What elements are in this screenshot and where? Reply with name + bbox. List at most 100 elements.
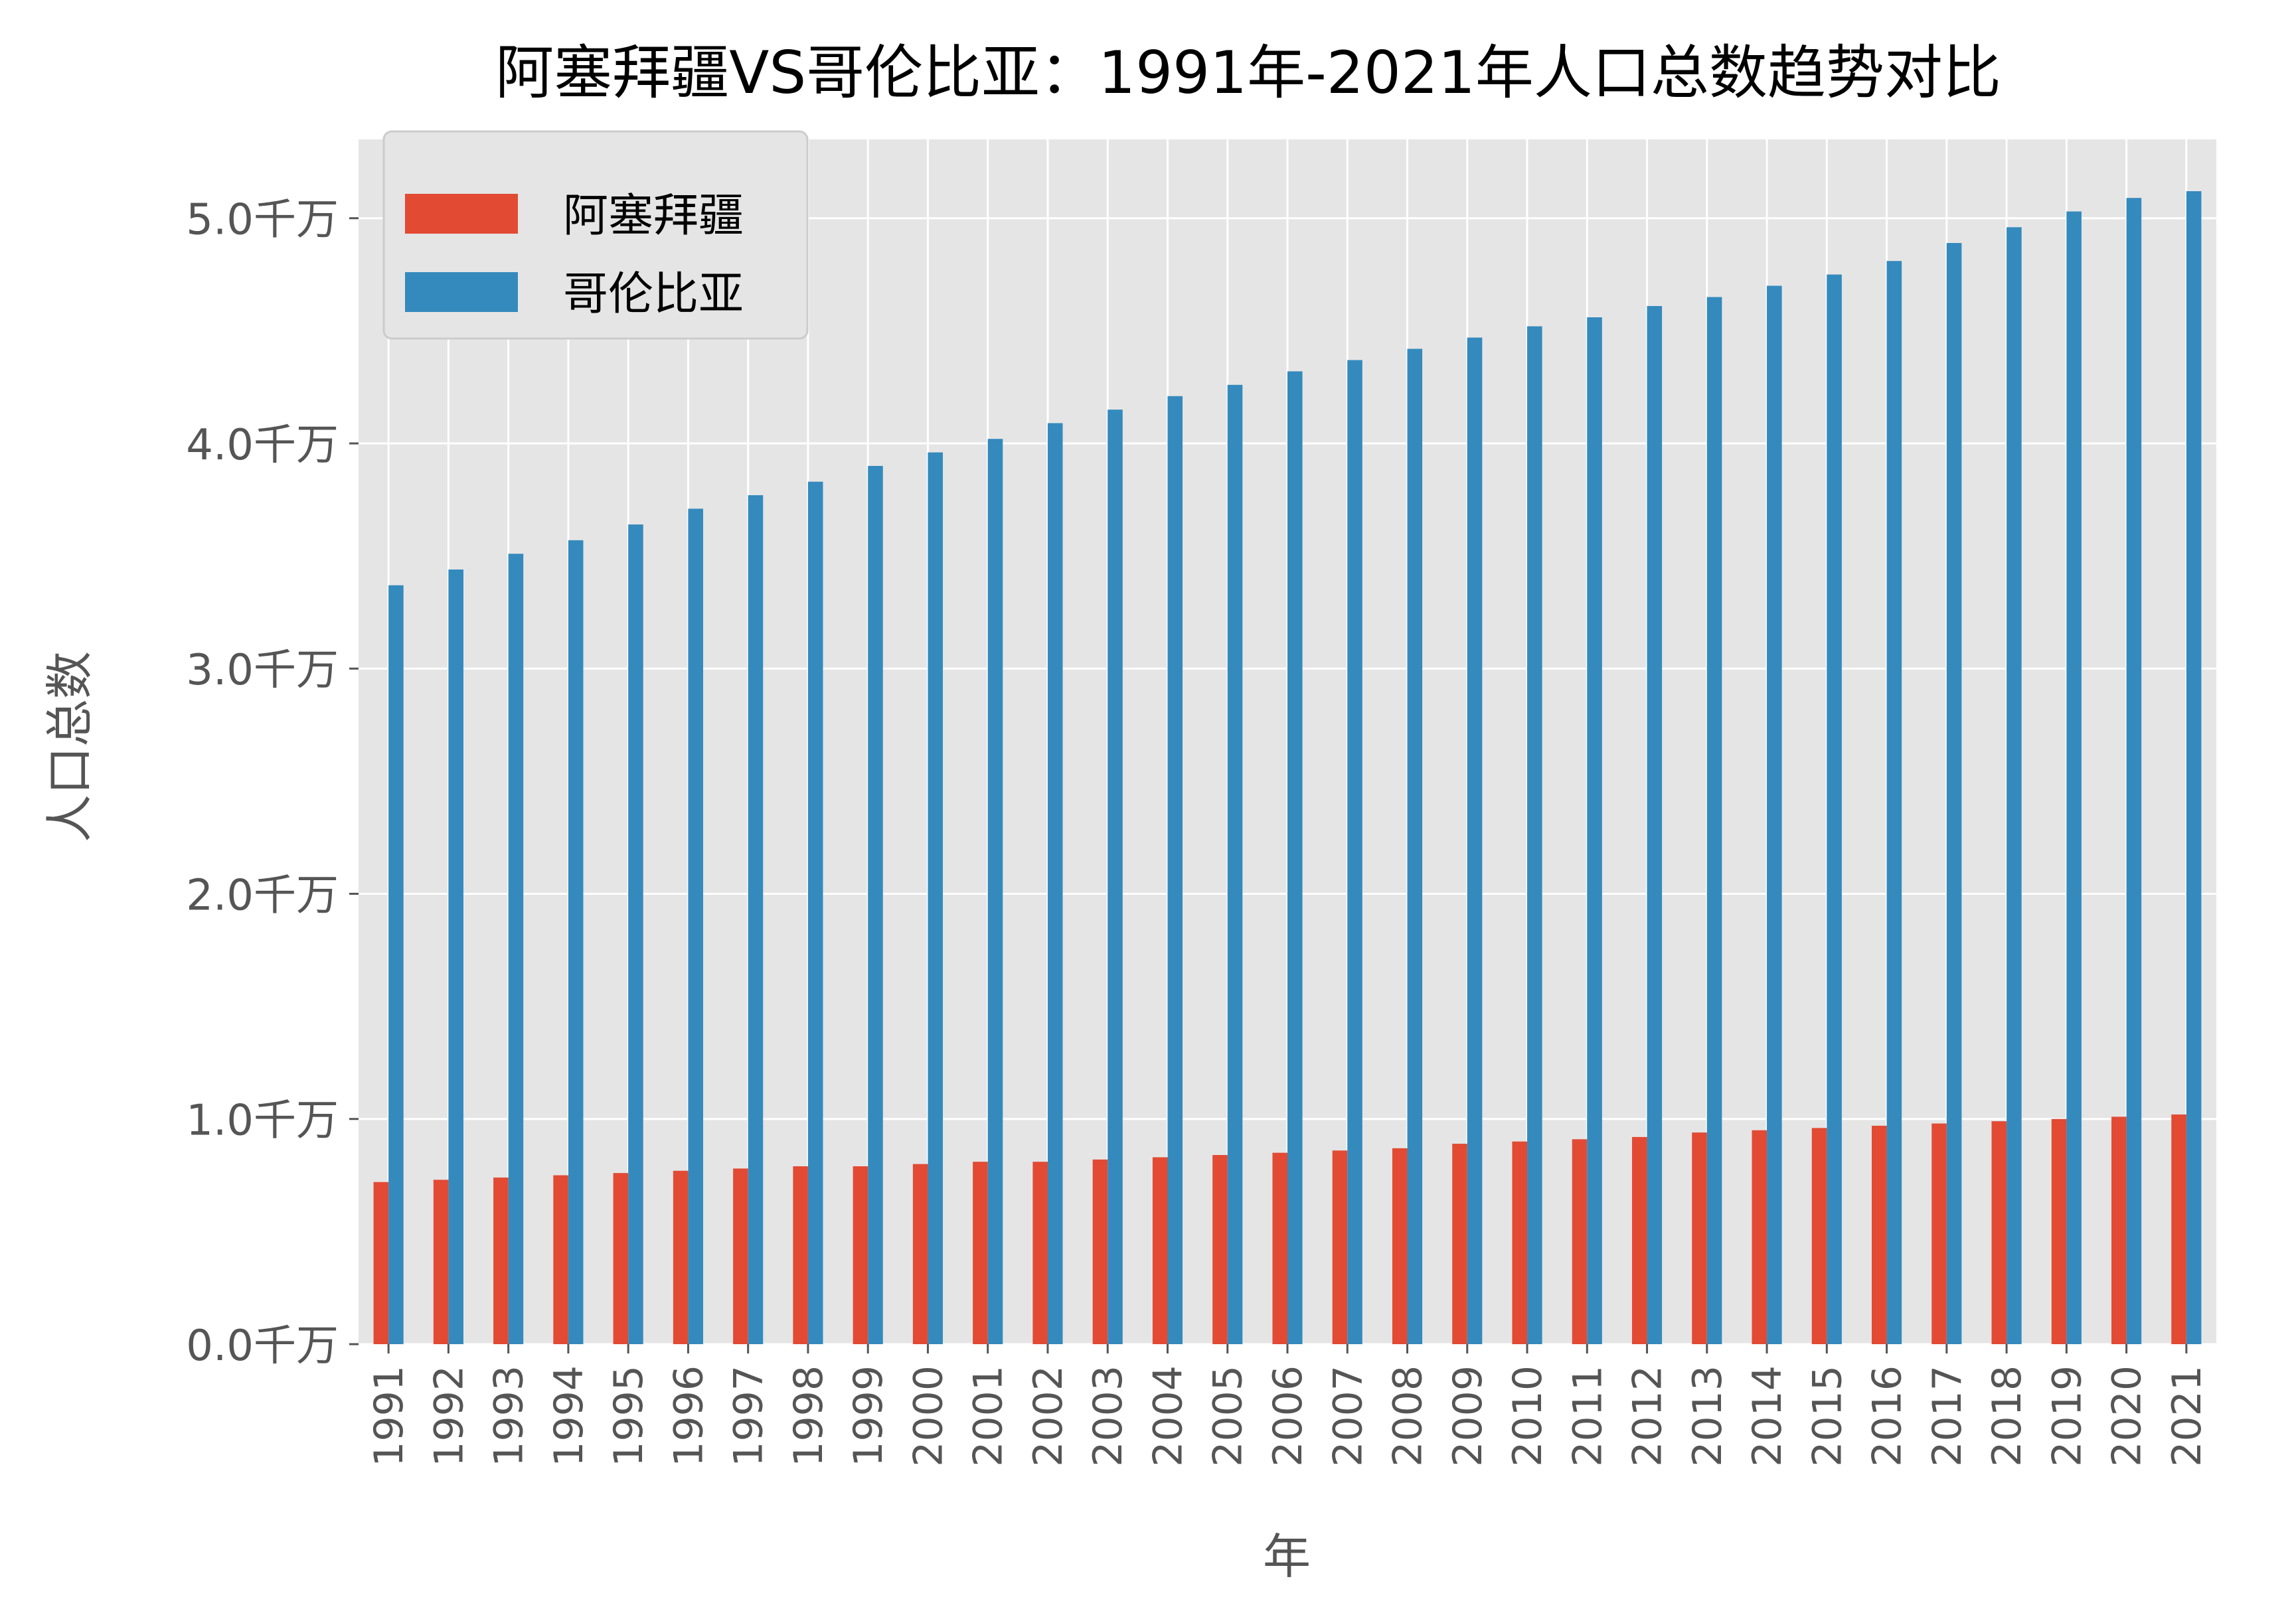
bar-colombia-2010: [1527, 326, 1542, 1344]
x-tick-label: 2017: [1924, 1365, 1971, 1467]
bar-azerbaijan-2014: [1752, 1130, 1767, 1344]
x-tick-label: 2003: [1085, 1365, 1131, 1467]
bar-azerbaijan-2020: [2111, 1116, 2127, 1344]
bar-colombia-2012: [1647, 306, 1663, 1344]
bar-colombia-2019: [2066, 211, 2082, 1344]
x-tick-label: 2016: [1864, 1365, 1911, 1467]
x-tick-label: 2020: [2104, 1365, 2151, 1467]
legend-swatch-colombia: [405, 272, 518, 312]
bar-azerbaijan-2012: [1631, 1136, 1647, 1344]
y-tick-label: 4.0千万: [186, 421, 339, 470]
bar-azerbaijan-2017: [1931, 1123, 1947, 1344]
x-tick-label: 2013: [1684, 1365, 1731, 1467]
bar-colombia-2009: [1467, 337, 1483, 1345]
x-tick-label: 2005: [1205, 1365, 1252, 1467]
bar-azerbaijan-2003: [1092, 1159, 1108, 1344]
bar-azerbaijan-2015: [1811, 1128, 1827, 1344]
bar-colombia-1996: [688, 508, 703, 1345]
x-tick-label: 2002: [1025, 1365, 1072, 1467]
x-tick-label: 2018: [1984, 1365, 2030, 1467]
bar-colombia-1999: [868, 465, 883, 1344]
x-tick-label: 2012: [1625, 1365, 1671, 1467]
bar-colombia-1997: [748, 495, 764, 1344]
bar-azerbaijan-1996: [673, 1170, 689, 1344]
x-tick-label: 2006: [1265, 1365, 1311, 1467]
x-tick-label: 1991: [366, 1365, 412, 1467]
bar-azerbaijan-1999: [853, 1166, 868, 1344]
y-tick-label: 3.0千万: [186, 646, 339, 695]
bar-colombia-2013: [1706, 297, 1722, 1345]
bar-azerbaijan-2016: [1872, 1125, 1887, 1344]
bar-colombia-2003: [1107, 410, 1123, 1344]
x-tick-label: 2014: [1744, 1365, 1791, 1467]
bar-azerbaijan-1992: [433, 1180, 449, 1344]
legend-label-colombia: 哥伦比亚: [563, 268, 744, 321]
x-tick-label: 1998: [785, 1365, 832, 1467]
x-tick-label: 1995: [606, 1365, 652, 1467]
x-axis-label: 年: [1263, 1529, 1311, 1584]
bar-azerbaijan-2005: [1212, 1155, 1228, 1344]
x-tick-label: 2019: [2044, 1365, 2090, 1467]
bar-colombia-2002: [1047, 423, 1063, 1344]
x-tick-label: 1994: [546, 1365, 592, 1467]
bar-colombia-1992: [448, 569, 463, 1345]
bar-azerbaijan-1997: [733, 1168, 748, 1344]
bars: [373, 191, 2202, 1345]
bar-colombia-2021: [2186, 191, 2202, 1344]
bar-azerbaijan-2000: [912, 1164, 928, 1344]
bar-azerbaijan-2002: [1032, 1162, 1048, 1344]
bar-colombia-2015: [1827, 274, 1842, 1344]
y-tick-label: 5.0千万: [186, 196, 339, 245]
bar-azerbaijan-2008: [1392, 1148, 1408, 1344]
bar-colombia-1991: [388, 585, 404, 1344]
x-tick-label: 1992: [426, 1365, 472, 1467]
bar-colombia-2017: [1946, 243, 1962, 1345]
x-tick-label: 2008: [1385, 1365, 1432, 1467]
x-tick-label: 2004: [1145, 1365, 1191, 1467]
legend-swatch-azerbaijan: [405, 194, 518, 234]
bar-colombia-1998: [807, 481, 823, 1344]
x-tick-label: 1996: [665, 1365, 712, 1467]
x-tick-label: 2001: [965, 1365, 1012, 1467]
bar-colombia-1994: [568, 540, 584, 1344]
bar-colombia-2016: [1886, 261, 1902, 1344]
bar-azerbaijan-2013: [1692, 1132, 1707, 1344]
bar-azerbaijan-2004: [1152, 1157, 1168, 1344]
bar-colombia-2000: [928, 452, 943, 1344]
bar-colombia-2008: [1407, 348, 1423, 1345]
x-tick-label: 2000: [905, 1365, 951, 1467]
bar-azerbaijan-2018: [1991, 1121, 2007, 1344]
bar-azerbaijan-2010: [1512, 1141, 1528, 1344]
bar-azerbaijan-2001: [973, 1162, 988, 1344]
bar-colombia-2005: [1227, 384, 1243, 1344]
bar-azerbaijan-2006: [1272, 1152, 1287, 1344]
x-tick-label: 2009: [1445, 1365, 1491, 1467]
bar-colombia-2011: [1587, 317, 1602, 1345]
x-tick-label: 2011: [1564, 1365, 1611, 1467]
bar-colombia-2007: [1347, 360, 1362, 1344]
x-tick-label: 1997: [726, 1365, 772, 1467]
x-tick-label: 2010: [1505, 1365, 1551, 1467]
bar-colombia-2014: [1767, 285, 1782, 1344]
x-tick-label: 1999: [845, 1365, 892, 1467]
x-axis-ticks: 1991 1992 1993 1994 1995 1996 1997 1998 1999 2000…: [366, 1344, 2210, 1467]
y-tick-label: 0.0千万: [186, 1322, 339, 1371]
bar-azerbaijan-2019: [2051, 1118, 2067, 1344]
y-axis-ticks: 0.0千万 1.0千万 2.0千万 3.0千万 4.0千万 5.0千万: [186, 196, 359, 1371]
bar-azerbaijan-2021: [2171, 1114, 2186, 1344]
y-tick-label: 1.0千万: [186, 1097, 339, 1146]
bar-colombia-2020: [2126, 198, 2142, 1345]
bar-azerbaijan-1993: [493, 1177, 509, 1344]
x-tick-label: 2021: [2164, 1365, 2210, 1467]
x-tick-label: 2015: [1804, 1365, 1850, 1467]
x-tick-label: 1993: [486, 1365, 533, 1467]
bar-azerbaijan-2009: [1452, 1144, 1467, 1344]
bar-colombia-2018: [2007, 227, 2022, 1345]
legend-label-azerbaijan: 阿塞拜疆: [563, 190, 744, 242]
bar-colombia-2001: [987, 439, 1003, 1345]
bar-colombia-2004: [1167, 396, 1183, 1344]
y-axis-label: 人口总数: [42, 651, 98, 842]
legend: 阿塞拜疆 哥伦比亚: [382, 130, 809, 340]
